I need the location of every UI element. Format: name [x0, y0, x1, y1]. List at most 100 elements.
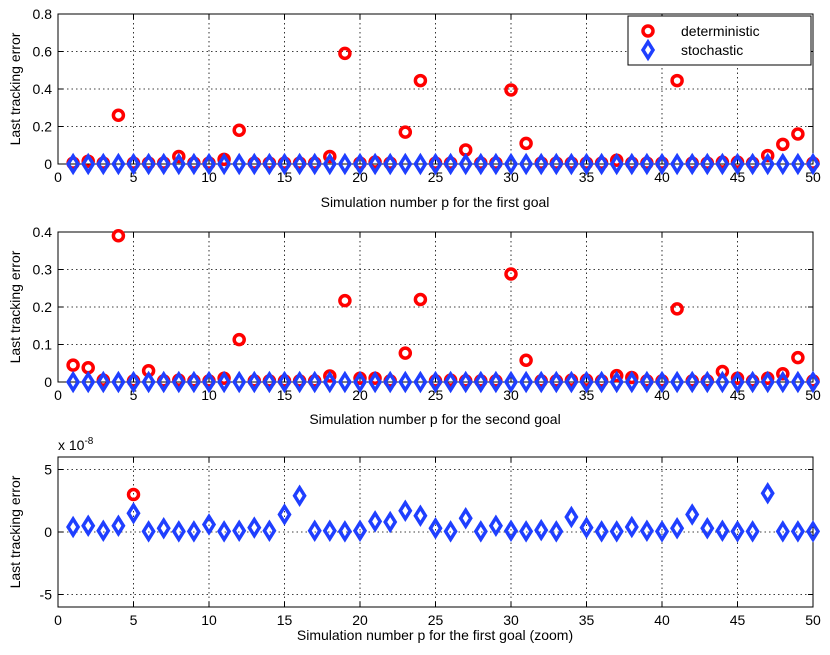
stochastic-point: [171, 152, 186, 176]
stochastic-point: [685, 370, 700, 394]
stochastic-point: [790, 520, 805, 543]
stochastic-point: [458, 506, 473, 530]
stochastic-point: [292, 152, 307, 176]
stochastic-point: [368, 370, 383, 394]
stochastic-point: [337, 370, 352, 394]
stochastic-point: [654, 520, 670, 543]
deterministic-point: [670, 302, 684, 316]
panel-second-goal: 0 5 10 15 20 25 30 35 40 45 50 0 0.1 0.2 0.3 0.4 Simula…: [7, 224, 821, 427]
y-tick-label: -5: [40, 587, 53, 603]
stochastic-point: [685, 152, 700, 176]
x-tick-label: 10: [201, 612, 217, 628]
stochastic-point: [458, 370, 473, 394]
stochastic-point: [398, 499, 413, 523]
stochastic-point: [503, 370, 519, 394]
stochastic-point: [66, 152, 81, 176]
stochastic-point: [66, 515, 81, 539]
stochastic-point: [383, 510, 398, 534]
stochastic-point: [639, 370, 654, 394]
stochastic-point: [96, 370, 111, 394]
deterministic-point: [519, 136, 533, 151]
stochastic-point: [352, 152, 368, 176]
stochastic-point: [624, 152, 639, 176]
stochastic-point: [398, 152, 413, 176]
stochastic-point: [428, 516, 443, 540]
deterministic-point: [609, 368, 624, 383]
stochastic-point: [352, 519, 368, 543]
deterministic-point: [504, 267, 518, 281]
stochastic-point: [700, 516, 715, 540]
stochastic-point: [398, 370, 413, 394]
stochastic-point: [186, 370, 201, 394]
deterministic-point: [413, 73, 428, 88]
stochastic-point: [458, 152, 473, 176]
stochastic-point: [337, 152, 352, 176]
stochastic-point: [488, 152, 503, 176]
stochastic-point: [413, 152, 428, 176]
stochastic-point: [232, 519, 247, 543]
deterministic-point: [776, 367, 790, 381]
stochastic-point: [81, 370, 96, 394]
deterministic-point: [126, 487, 141, 502]
stochastic-point: [579, 152, 594, 176]
stochastic-point: [745, 370, 760, 394]
x-tick-label: 45: [730, 169, 746, 185]
deterministic-point: [760, 148, 775, 163]
stochastic-point: [96, 152, 111, 176]
stochastic-point: [171, 520, 186, 543]
stochastic-point: [805, 152, 821, 176]
stochastic-point: [594, 370, 609, 394]
deterministic-point: [670, 73, 684, 88]
x-axis-label: Simulation number p for the second goal: [309, 411, 560, 427]
stochastic-point: [111, 152, 126, 176]
x-tick-label: 45: [730, 612, 746, 628]
stochastic-point: [685, 503, 700, 526]
deterministic-point: [232, 332, 246, 347]
stochastic-point: [775, 152, 790, 176]
y-axis-label: Last tracking error: [7, 475, 23, 588]
x-tick-label: 45: [730, 387, 746, 403]
stochastic-point: [760, 370, 775, 394]
legend-label-stochastic: stochastic: [681, 42, 743, 58]
stochastic-point: [549, 152, 564, 176]
deterministic-point: [338, 46, 352, 61]
stochastic-point: [519, 520, 534, 543]
stochastic-point: [654, 152, 670, 176]
y-tick-label: 0.4: [33, 224, 53, 240]
stochastic-point: [322, 370, 337, 394]
stochastic-point: [715, 519, 730, 543]
y-tick-label: 0: [44, 524, 52, 540]
stochastic-point: [760, 481, 775, 505]
deterministic-point: [111, 229, 126, 243]
stochastic-point: [247, 152, 262, 176]
stochastic-point: [443, 152, 458, 176]
y-tick-label: 0.1: [33, 337, 53, 353]
deterministic-point: [776, 137, 790, 152]
deterministic-point: [791, 127, 805, 141]
x-tick-label: 35: [579, 612, 595, 628]
y-scale-base: x 10: [58, 437, 85, 453]
stochastic-point: [564, 370, 579, 394]
stochastic-point: [156, 516, 171, 540]
stochastic-point: [700, 370, 715, 394]
x-tick-label: 10: [201, 169, 217, 185]
x-tick-label: 15: [277, 169, 293, 185]
x-axis-label: Simulation number p for the first goal (…: [297, 627, 573, 643]
y-tick-label: 0.4: [33, 81, 53, 97]
stochastic-point: [186, 152, 201, 176]
stochastic-point: [368, 510, 383, 533]
stochastic-point: [96, 519, 111, 543]
stochastic-point: [262, 370, 277, 394]
x-tick-label: 5: [130, 169, 138, 185]
deterministic-point: [111, 108, 126, 122]
stochastic-point: [201, 152, 217, 176]
y-axis-label: Last tracking error: [7, 32, 23, 145]
stochastic-point: [670, 370, 685, 394]
stochastic-point: [700, 152, 715, 176]
stochastic-point: [519, 370, 534, 394]
panel-first-goal-zoom: 0 5 10 15 20 25 30 35 40 45 50-505 Simulation numb…: [7, 436, 821, 643]
stochastic-point: [805, 520, 821, 543]
stochastic-point: [519, 152, 534, 176]
x-tick-label: 0: [54, 387, 62, 403]
